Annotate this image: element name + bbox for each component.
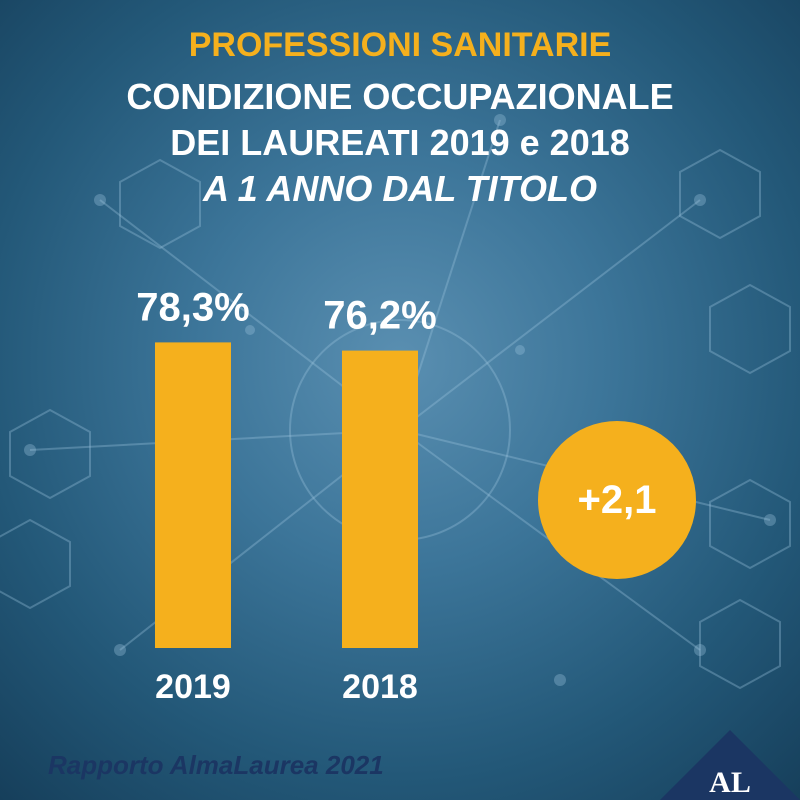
almalaurea-logo: AL (660, 730, 800, 800)
title-line-3: DEI LAUREATI 2019 e 2018 (170, 122, 630, 163)
title-line-4: A 1 ANNO DAL TITOLO (202, 168, 597, 209)
title-line-2: CONDIZIONE OCCUPAZIONALE (126, 76, 674, 117)
category-label-2018: 2018 (342, 668, 418, 706)
footer-text: Rapporto AlmaLaurea 2021 (48, 750, 384, 780)
bar-2019 (155, 342, 231, 648)
title-line-1: PROFESSIONI SANITARIE (188, 26, 612, 64)
value-label-2019: 78,3% (136, 285, 249, 329)
value-label-2018: 76,2% (323, 294, 436, 338)
category-label-2019: 2019 (155, 668, 231, 706)
logo-text: AL (709, 766, 751, 799)
difference-badge: +2,1 (538, 421, 696, 579)
bar-2018 (342, 350, 418, 648)
